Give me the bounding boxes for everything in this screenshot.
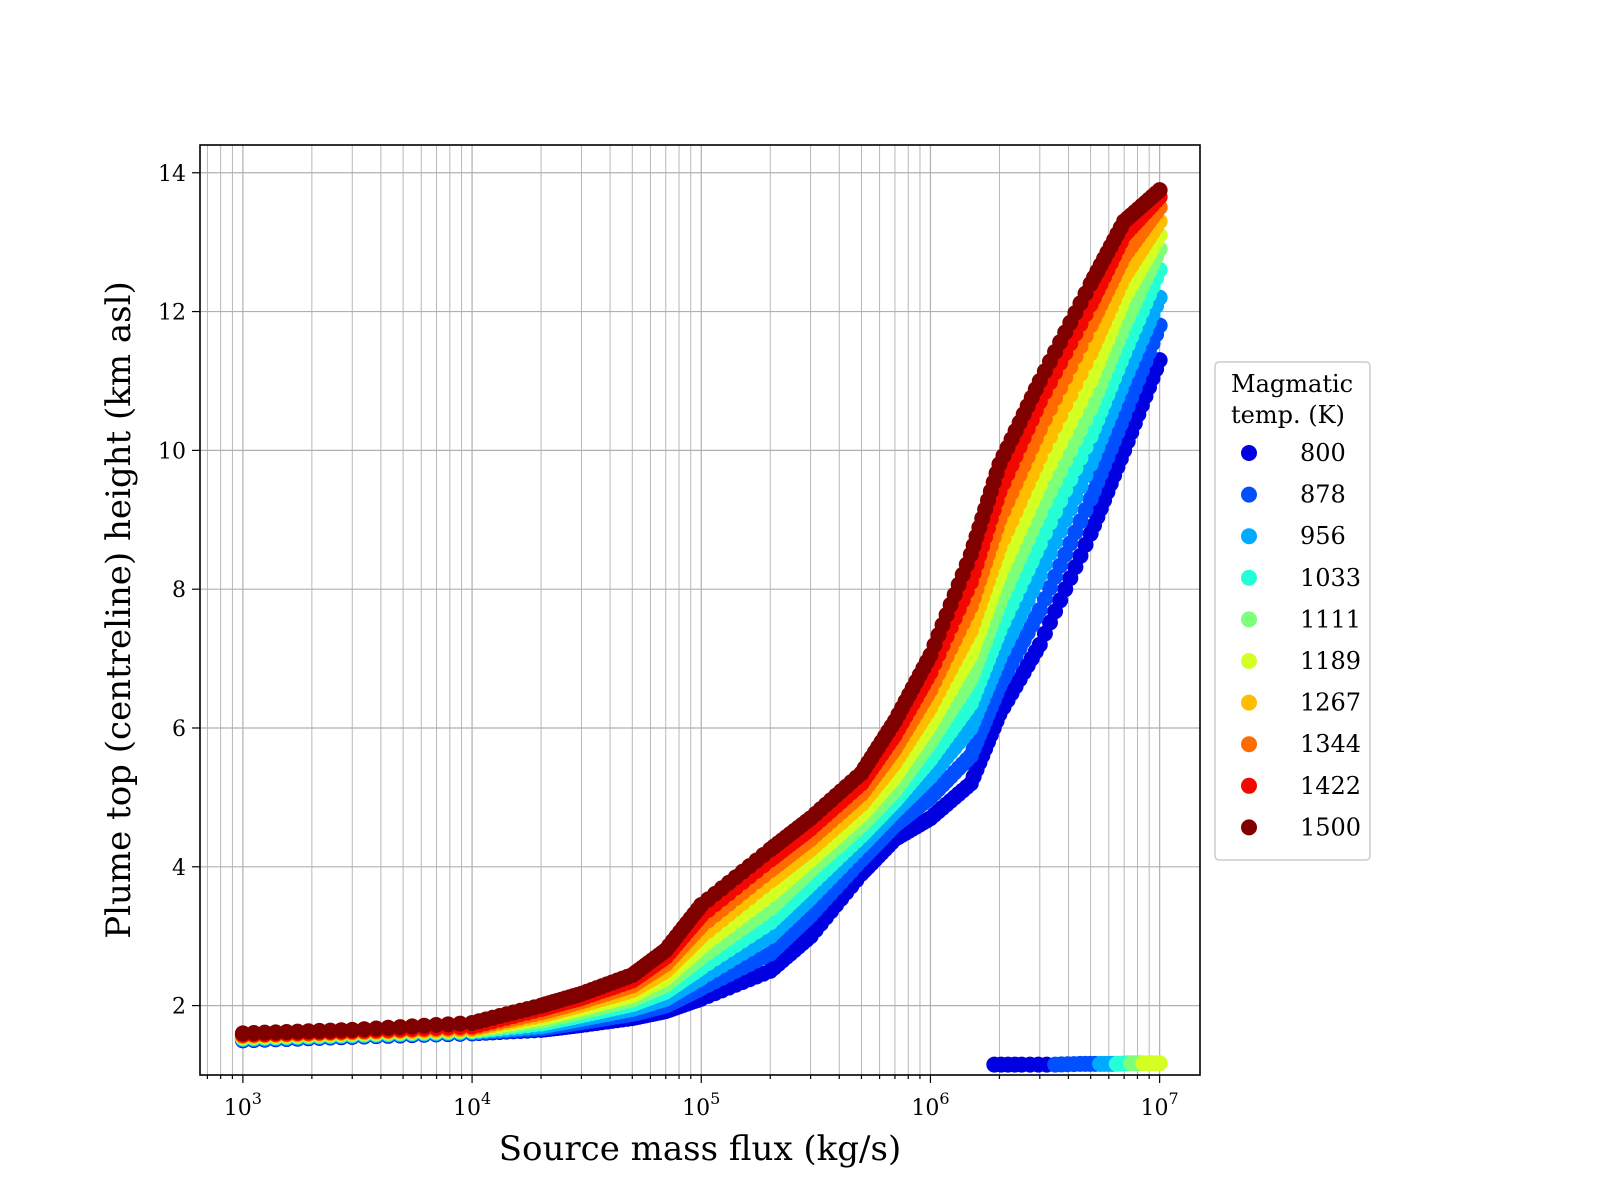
- legend-label: 1033: [1300, 564, 1361, 592]
- x-tick-exponent: 7: [1169, 1089, 1179, 1108]
- x-tick-base: 10: [224, 1096, 252, 1121]
- data-point: [452, 1015, 469, 1032]
- legend-marker: [1241, 777, 1257, 794]
- legend-box: [1214, 361, 1371, 861]
- legend-marker: [1241, 611, 1257, 628]
- x-tick-label: 103: [224, 1089, 262, 1121]
- y-tick-label: 14: [158, 162, 186, 187]
- y-tick-label: 12: [158, 301, 186, 326]
- legend-title-line-2: temp. (K): [1231, 401, 1345, 429]
- legend-label: 1500: [1300, 813, 1361, 841]
- legend-label: 878: [1300, 481, 1346, 509]
- x-axis-ticks: 103 104 105 106 107: [206, 1075, 1179, 1121]
- legend-title-line-1: Magmatic: [1231, 370, 1353, 398]
- series-1500: [234, 182, 1168, 1042]
- x-tick-exponent: 6: [939, 1089, 949, 1108]
- x-tick-base: 10: [682, 1096, 710, 1121]
- data-point: [1151, 1055, 1168, 1072]
- x-tick-base: 10: [1141, 1096, 1169, 1121]
- x-tick-label: 104: [453, 1089, 491, 1121]
- legend-marker: [1241, 653, 1257, 669]
- x-tick-base: 10: [453, 1096, 481, 1121]
- legend-item: 1033: [1241, 564, 1361, 592]
- data-point: [344, 1021, 361, 1038]
- legend-items: 800 878 956 1033 1111 1189 1267 1344 1422 1500: [1241, 439, 1361, 841]
- x-tick-exponent: 4: [481, 1089, 491, 1108]
- legend-item: 956: [1241, 522, 1346, 550]
- legend-marker: [1241, 819, 1257, 836]
- data-points: [234, 182, 1168, 1073]
- x-axis-label: Source mass flux (kg/s): [499, 1129, 901, 1169]
- x-tick-exponent: 5: [710, 1089, 720, 1108]
- legend-label: 800: [1300, 439, 1346, 467]
- legend-marker: [1241, 486, 1257, 503]
- plot-frame: [199, 144, 1201, 1076]
- legend-label: 956: [1300, 522, 1346, 550]
- x-tick-exponent: 3: [252, 1089, 262, 1108]
- y-axis-label: Plume top (centreline) height (km asl): [99, 281, 139, 939]
- legend-item: 1344: [1241, 730, 1361, 758]
- lower-branch-points: [986, 1055, 1168, 1073]
- data-point: [356, 1021, 373, 1038]
- legend-label: 1189: [1300, 647, 1361, 675]
- data-point: [428, 1017, 445, 1034]
- data-point: [416, 1017, 433, 1034]
- legend-marker: [1241, 569, 1257, 586]
- legend-item: 1422: [1241, 772, 1361, 800]
- legend-marker: [1241, 528, 1257, 545]
- legend-marker: [1241, 736, 1257, 753]
- data-point: [440, 1016, 457, 1033]
- legend-item: 1500: [1241, 813, 1361, 841]
- legend-item: 1111: [1241, 605, 1361, 633]
- legend-marker: [1241, 445, 1257, 461]
- legend-label: 1111: [1300, 605, 1361, 633]
- data-point: [392, 1019, 409, 1036]
- y-axis-ticks: 2 4 6 8 10 12 14: [158, 162, 200, 1020]
- legend-label: 1422: [1300, 772, 1361, 800]
- x-tick-label: 105: [682, 1089, 720, 1121]
- legend-marker: [1241, 694, 1257, 711]
- y-tick-label: 2: [172, 995, 186, 1020]
- data-point: [380, 1019, 397, 1036]
- x-tick-label: 106: [911, 1089, 949, 1121]
- legend-item: 878: [1241, 481, 1346, 509]
- legend-label: 1344: [1300, 730, 1361, 758]
- x-tick-label: 107: [1141, 1089, 1179, 1121]
- legend-item: 800: [1241, 439, 1346, 467]
- data-point: [368, 1020, 385, 1037]
- y-tick-label: 10: [158, 439, 186, 464]
- legend: Magmatic temp. (K) 800 878 956 1033 1111 1189…: [1214, 361, 1371, 861]
- y-tick-label: 8: [172, 578, 186, 603]
- legend-item: 1267: [1241, 689, 1361, 717]
- y-tick-label: 6: [172, 717, 186, 742]
- data-point: [404, 1018, 421, 1035]
- y-tick-label: 4: [172, 856, 186, 881]
- legend-item: 1189: [1241, 647, 1361, 675]
- data-point: [1151, 182, 1168, 199]
- x-tick-base: 10: [911, 1096, 939, 1121]
- legend-label: 1267: [1300, 689, 1361, 717]
